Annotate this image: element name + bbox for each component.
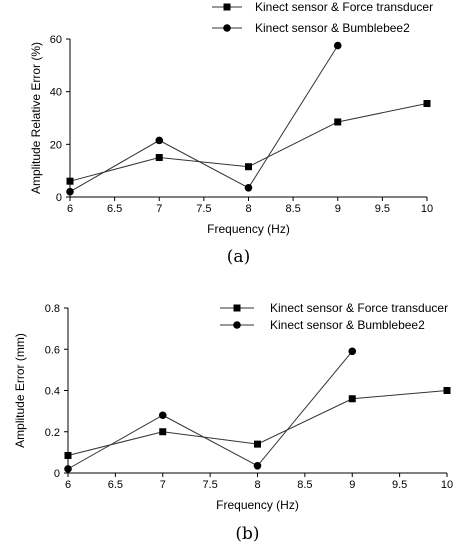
chart-a-legend-label-2: Kinect sensor & Bumblebee2 — [255, 21, 410, 35]
chart-b-x-tick-label: 8 — [254, 479, 260, 491]
chart-b-y-tick-label: 0.4 — [45, 386, 60, 398]
chart-b-series-1-point — [159, 428, 167, 436]
chart-a-x-tick-label: 7.5 — [196, 203, 211, 215]
chart-b-series-1-point — [348, 395, 356, 403]
chart-a-x-tick-label: 6 — [67, 203, 73, 215]
chart-b-series-1-point — [64, 451, 72, 459]
chart-a-series-1-point — [334, 118, 342, 126]
chart-b-x-tick-label: 6.5 — [108, 479, 123, 491]
chart-a-y-tick-label: 40 — [50, 87, 62, 99]
chart-b-legend-marker-1 — [233, 304, 241, 312]
chart-b-x-tick-label: 9 — [349, 479, 355, 491]
chart-a-series-2-point — [155, 136, 164, 145]
chart-a-x-tick-label: 10 — [421, 203, 433, 215]
chart-b-legend-label-2: Kinect sensor & Bumblebee2 — [270, 318, 425, 332]
chart-b-series-2-point — [158, 411, 167, 420]
chart-b: 6 6.5 7 7.5 8 8.5 9 9.5 10 0 0.2 0.4 0.6 0.8 Frequency… — [13, 301, 453, 544]
chart-b-x-tick-label: 9.5 — [392, 479, 407, 491]
chart-b-y-tick-label: 0.8 — [45, 303, 60, 315]
chart-b-series-2-line — [67, 350, 353, 470]
chart-b-legend-marker-2 — [233, 321, 241, 329]
chart-b-x-axis-label: Frequency (Hz) — [216, 498, 299, 512]
chart-b-x-tick-label: 7.5 — [202, 479, 217, 491]
chart-b-series-1-point — [443, 387, 451, 394]
chart-a-series-2-line — [69, 45, 339, 193]
chart-a-series-2-point — [66, 187, 74, 196]
chart-a-panel-label: (a) — [227, 247, 250, 267]
chart-b-series-2-point — [253, 461, 262, 470]
chart-a-legend-marker-1 — [223, 3, 231, 11]
chart-b-panel-label: (b) — [235, 524, 259, 544]
chart-b-y-tick-label: 0.2 — [45, 427, 60, 439]
chart-b-x-tick-label: 6 — [65, 479, 71, 491]
chart-b-series-2-point — [348, 347, 357, 356]
chart-a-y-tick-label: 20 — [50, 139, 62, 151]
chart-b-y-tick-label: 0.6 — [45, 344, 60, 356]
chart-a-y-tick-label: 0 — [56, 192, 62, 204]
chart-a-x-tick-label: 9 — [335, 203, 341, 215]
chart-b-series-1-point — [254, 440, 261, 448]
chart-a-legend-label-1: Kinect sensor & Force transducer — [255, 0, 433, 14]
chart-b-x-tick-label: 10 — [441, 479, 453, 491]
chart-a-series-1-point — [423, 100, 431, 108]
chart-a-y-tick-label: 60 — [50, 34, 62, 46]
chart-a-series-1-point — [66, 177, 74, 185]
chart-a-series-1-point — [245, 163, 252, 171]
chart-a-x-tick-label: 9.5 — [375, 203, 390, 215]
chart-a-x-tick-label: 8 — [245, 203, 251, 215]
chart-b-series-2-point — [64, 465, 72, 473]
chart-b-legend-label-1: Kinect sensor & Force transducer — [270, 301, 448, 315]
chart-b-x-tick-label: 8.5 — [297, 479, 312, 491]
chart-a-legend-marker-2 — [223, 24, 231, 32]
chart-a-x-tick-label: 6.5 — [107, 203, 122, 215]
chart-a-x-axis-label: Frequency (Hz) — [207, 222, 290, 236]
chart-a-series-2-point — [244, 183, 253, 192]
chart-a-y-axis-label: Amplitude Relative Error (%) — [29, 42, 43, 194]
chart-b-y-tick-label: 0 — [54, 468, 60, 480]
chart-a-series-1-point — [155, 154, 163, 161]
chart-a-x-tick-label: 7 — [156, 203, 162, 215]
chart-b-x-tick-label: 7 — [160, 479, 166, 491]
chart-b-y-axis-label: Amplitude Error (mm) — [13, 333, 27, 448]
chart-a: 6 6.5 7 7.5 8 8.5 9 9.5 10 0 20 40 60 Frequency (Hz) A… — [29, 0, 433, 267]
chart-a-x-tick-label: 8.5 — [285, 203, 300, 215]
chart-a-series-2-point — [333, 41, 342, 50]
